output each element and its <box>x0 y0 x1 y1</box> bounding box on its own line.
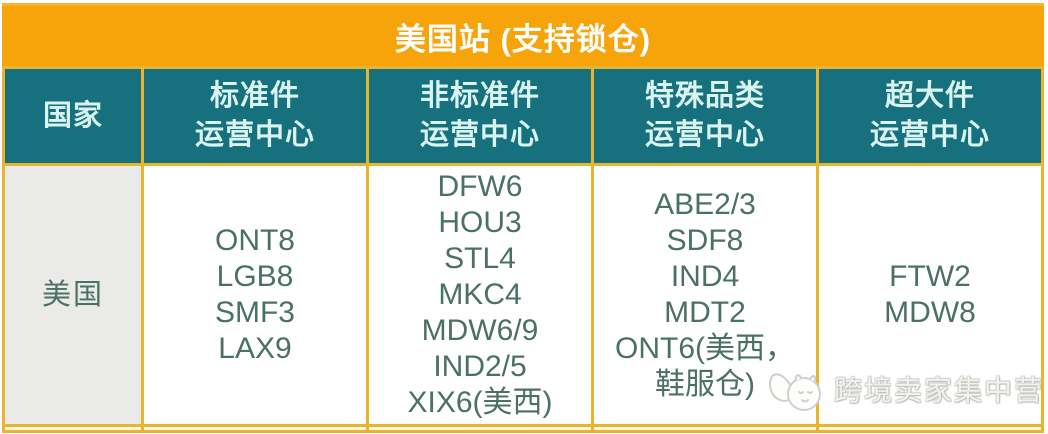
cell-oversize-fcs: FTW2 MDW8 <box>819 166 1041 424</box>
column-header-line: 运营中心 <box>869 119 990 151</box>
column-header-line: 国家 <box>42 99 103 132</box>
column-header-line: 运营中心 <box>194 119 315 151</box>
next-row-sliver <box>5 427 141 430</box>
fc-code: HOU3 <box>438 206 522 239</box>
cell-special-fcs: ABE2/3 SDF8 IND4 MDT2 ONT6(美西， 鞋服仓) <box>594 166 816 424</box>
cell-standard-fcs: ONT8 LGB8 SMF3 LAX9 <box>144 166 366 424</box>
fc-code: SMF3 <box>214 296 295 329</box>
fc-code: STL4 <box>444 242 516 275</box>
fc-code: ABE2/3 <box>654 188 756 221</box>
fc-code: IND2/5 <box>433 350 527 383</box>
column-header-line: 超大件 <box>884 80 975 112</box>
column-header-line: 运营中心 <box>419 119 540 151</box>
column-header-special: 特殊品类 运营中心 <box>594 69 816 163</box>
fc-code: SDF8 <box>666 224 744 257</box>
warehouse-table: 国家 标准件 运营中心 非标准件 运营中心 特殊品类 运营中心 超大件 运营中心 美国 … <box>2 66 1044 433</box>
next-row-sliver <box>819 427 1041 430</box>
cell-country: 美国 <box>5 166 141 424</box>
column-header-nonstandard: 非标准件 运营中心 <box>369 69 591 163</box>
next-row-sliver <box>369 427 591 430</box>
fc-code: LAX9 <box>218 332 292 365</box>
fc-code: ONT6(美西， <box>615 332 795 365</box>
column-header-line: 运营中心 <box>644 119 765 151</box>
fc-code: DFW6 <box>437 170 523 203</box>
fc-code: MDW6/9 <box>421 314 539 347</box>
cell-nonstandard-fcs: DFW6 HOU3 STL4 MKC4 MDW6/9 IND2/5 XIX6(美西) <box>369 166 591 424</box>
fc-code: FTW2 <box>889 260 971 293</box>
fc-code: ONT8 <box>214 224 295 257</box>
column-header-standard: 标准件 运营中心 <box>144 69 366 163</box>
fc-code: 鞋服仓) <box>655 368 755 401</box>
column-header-line: 特殊品类 <box>644 80 765 112</box>
column-header-line: 非标准件 <box>419 80 540 112</box>
column-header-line: 标准件 <box>209 80 300 112</box>
fc-code: XIX6(美西) <box>407 386 553 419</box>
fc-code: LGB8 <box>216 260 294 293</box>
fc-code: MDT2 <box>664 296 746 329</box>
next-row-sliver <box>144 427 366 430</box>
column-header-country: 国家 <box>5 69 141 163</box>
fc-code: MDW8 <box>884 296 976 329</box>
table-title: 美国站 (支持锁仓) <box>2 3 1044 66</box>
fc-code: MKC4 <box>438 278 522 311</box>
fc-code: IND4 <box>670 260 740 293</box>
next-row-sliver <box>594 427 816 430</box>
column-header-oversize: 超大件 运营中心 <box>819 69 1041 163</box>
